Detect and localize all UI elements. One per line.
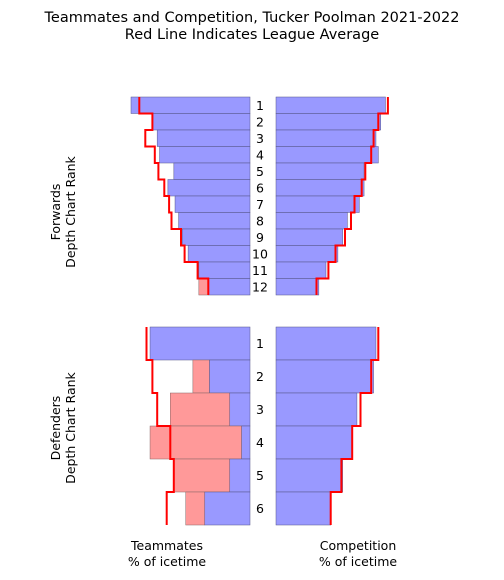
- forwards-teammates-bar-2: [152, 113, 251, 131]
- defenders-ylabel-line1: Defenders: [48, 396, 63, 461]
- forwards-rank-label-4: 4: [256, 147, 264, 162]
- forwards-rank-label-10: 10: [252, 246, 268, 261]
- chart-subtitle: Red Line Indicates League Average: [125, 27, 379, 43]
- forwards-rank-label-7: 7: [256, 197, 264, 212]
- forwards-teammates-bar-9: [181, 228, 251, 246]
- forwards-ylabel-line2: Depth Chart Rank: [63, 155, 78, 267]
- forwards-rank-label-8: 8: [256, 213, 264, 228]
- defenders-teammates-excess-bar-5: [173, 458, 231, 493]
- forwards-competition-bar-7: [275, 195, 360, 213]
- defenders-teammates-bar-1: [149, 326, 251, 361]
- defenders-competition-bar-3: [275, 392, 358, 427]
- competition-xlabel-line2: % of icetime: [319, 554, 397, 569]
- forwards-rank-label-1: 1: [256, 98, 264, 113]
- forwards-competition-league-line: [315, 97, 389, 295]
- teammates-xlabel-line1: Teammates: [130, 538, 203, 553]
- defenders-teammates-league-line: [145, 327, 175, 525]
- forwards-ylabel-line1: Forwards: [48, 184, 63, 241]
- defenders-competition-bar-6: [275, 491, 331, 526]
- defenders-teammates-bar-5: [229, 458, 251, 493]
- forwards-rank-label-5: 5: [256, 164, 264, 179]
- forwards-teammates-excess-bar-12: [198, 278, 209, 296]
- defenders-teammates-excess-bar-3: [170, 392, 231, 427]
- forwards-teammates-bar-7: [174, 195, 251, 213]
- forwards-competition-bar-9: [275, 228, 343, 246]
- defenders-competition-bar-5: [275, 458, 343, 493]
- forwards-teammates-bar-12: [208, 278, 251, 296]
- forwards-competition-bar-1: [275, 96, 386, 114]
- defenders-competition-bar-1: [275, 326, 377, 361]
- defenders-competition-bar-4: [275, 425, 353, 460]
- forwards-competition-bar-6: [275, 179, 365, 197]
- forwards-rank-label-2: 2: [256, 114, 264, 129]
- forwards-rank-label-6: 6: [256, 180, 264, 195]
- forwards-competition-bar-4: [275, 146, 379, 164]
- forwards-rank-label-11: 11: [252, 263, 268, 278]
- competition-xlabel-line1: Competition: [320, 538, 397, 553]
- defenders-teammates-bar-3: [229, 392, 251, 427]
- defenders-rank-label-4: 4: [256, 435, 264, 450]
- defenders-teammates-excess-bar-4: [149, 425, 242, 460]
- forwards-competition-bar-3: [275, 129, 377, 147]
- forwards-competition-bar-5: [275, 162, 365, 180]
- forwards-rank-label-12: 12: [252, 279, 268, 294]
- forwards-competition-bar-2: [275, 113, 381, 131]
- defenders-rank-label-3: 3: [256, 402, 264, 417]
- defenders-teammates-bar-6: [204, 491, 251, 526]
- forwards-competition-bar-11: [275, 261, 327, 279]
- defenders-teammates-excess-bar-2: [192, 359, 210, 394]
- forwards-teammates-bar-8: [178, 212, 251, 230]
- forwards-competition-bar-12: [275, 278, 320, 296]
- defenders-teammates-bar-4: [241, 425, 251, 460]
- defenders-rank-label-5: 5: [256, 468, 264, 483]
- forwards-teammates-bar-3: [156, 129, 251, 147]
- defenders-teammates-excess-bar-6: [185, 491, 206, 526]
- defenders-rank-label-2: 2: [256, 369, 264, 384]
- forwards-teammates-bar-11: [198, 261, 251, 279]
- forwards-teammates-bar-4: [159, 146, 251, 164]
- defenders-competition-bar-2: [275, 359, 374, 394]
- defenders-competition-league-line: [329, 327, 380, 525]
- defenders-rank-label-6: 6: [256, 501, 264, 516]
- defenders-panel: 1 2 3 4 5 6: [145, 326, 380, 526]
- chart-title: Teammates and Competition, Tucker Poolma…: [44, 10, 460, 26]
- forwards-competition-bar-8: [275, 212, 348, 230]
- forwards-teammates-bar-6: [167, 179, 251, 197]
- forwards-teammates-bar-10: [187, 245, 251, 263]
- teammates-xlabel-line2: % of icetime: [128, 554, 206, 569]
- forwards-competition-bar-10: [275, 245, 339, 263]
- defenders-teammates-bar-2: [209, 359, 251, 394]
- forwards-teammates-league-line: [138, 97, 210, 295]
- defenders-ylabel-line2: Depth Chart Rank: [63, 371, 78, 483]
- forwards-rank-label-3: 3: [256, 131, 264, 146]
- forwards-teammates-bar-1: [130, 96, 251, 114]
- forwards-teammates-bar-5: [173, 162, 251, 180]
- forwards-rank-label-9: 9: [256, 230, 264, 245]
- defenders-rank-label-1: 1: [256, 336, 264, 351]
